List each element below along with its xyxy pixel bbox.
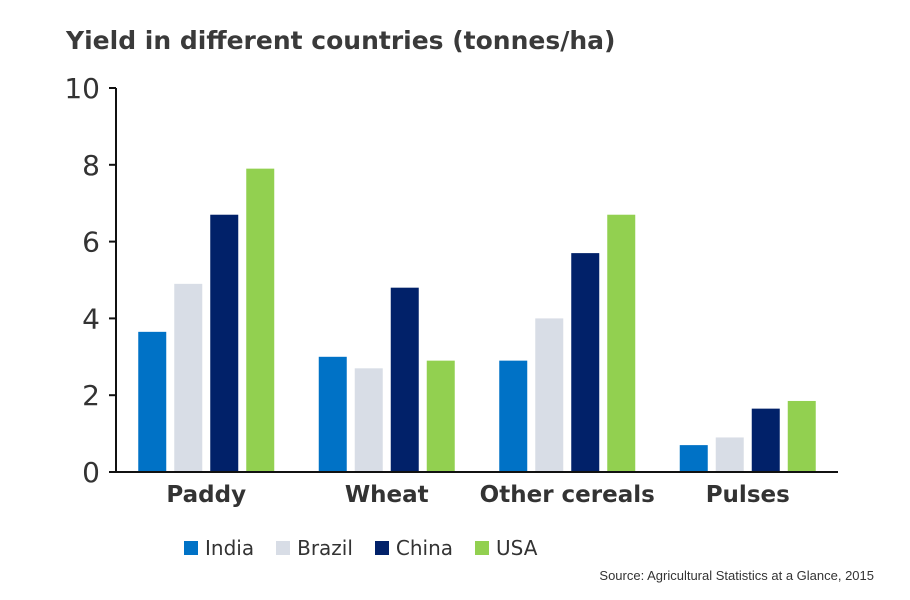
legend-item-brazil: Brazil — [276, 536, 353, 560]
legend-swatch — [276, 541, 291, 555]
bars-layer — [138, 168, 816, 472]
legend-label: USA — [496, 536, 538, 560]
bar-china-paddy — [210, 214, 239, 472]
legend-swatch — [184, 541, 198, 555]
bar-china-other-cereals — [571, 253, 600, 472]
legend-item-india: India — [184, 536, 254, 560]
y-tick-label: 8 — [82, 149, 100, 182]
y-tick-label: 10 — [64, 72, 100, 105]
bar-brazil-paddy — [174, 283, 203, 472]
bar-usa-pulses — [787, 400, 816, 472]
bar-india-paddy — [138, 331, 167, 472]
legend-label: India — [205, 536, 255, 560]
x-category-label: Paddy — [166, 482, 246, 508]
bar-china-wheat — [390, 287, 419, 472]
x-category-label: Wheat — [345, 482, 429, 508]
legend-item-china: China — [374, 536, 454, 560]
bar-usa-wheat — [426, 360, 455, 472]
legend-swatch — [374, 541, 389, 555]
legend-label: China — [395, 536, 454, 560]
x-category-labels: Paddy Wheat Other cereals Pulses — [166, 482, 789, 508]
bar-india-wheat — [318, 356, 347, 472]
legend-label: Brazil — [297, 536, 353, 560]
bar-china-pulses — [751, 408, 780, 472]
bar-usa-other-cereals — [607, 214, 636, 472]
bar-india-pulses — [679, 445, 708, 472]
bar-brazil-pulses — [715, 437, 744, 472]
bar-usa-paddy — [246, 168, 275, 472]
y-tick-labels: 0 2 4 6 8 10 — [64, 72, 100, 489]
y-tick-label: 2 — [82, 379, 100, 412]
bar-brazil-wheat — [354, 368, 383, 472]
bar-brazil-other-cereals — [535, 318, 564, 472]
y-tick-label: 0 — [82, 456, 100, 489]
axes-layer — [109, 87, 838, 473]
y-tick-label: 4 — [82, 302, 100, 335]
legend-swatch — [475, 541, 490, 555]
bar-india-other-cereals — [499, 360, 528, 472]
legend-item-usa: USA — [475, 536, 537, 560]
legend: India Brazil China USA — [184, 536, 559, 560]
x-category-label: Pulses — [706, 482, 790, 508]
x-category-label: Other cereals — [480, 482, 655, 508]
source-note: Source: Agricultural Statistics at a Gla… — [599, 568, 874, 583]
chart-title: Yield in different countries (tonnes/ha) — [66, 26, 616, 55]
y-tick-label: 6 — [82, 226, 100, 259]
